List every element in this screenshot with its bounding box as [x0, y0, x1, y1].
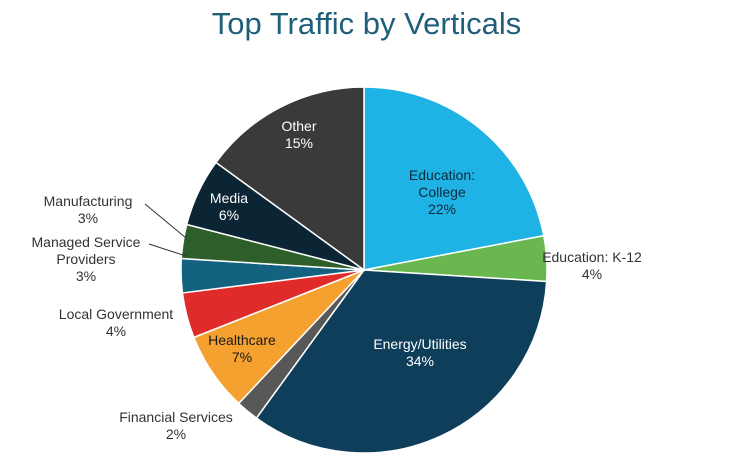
slice-label-energy-utilities: Energy/Utilities 34% — [373, 336, 466, 369]
slice-label-media: Media 6% — [210, 190, 248, 223]
chart-title: Top Traffic by Verticals — [211, 6, 522, 41]
slice-label-financial-services: Financial Services 2% — [119, 409, 233, 442]
slice-label-education-k-12: Education: K-12 4% — [542, 249, 642, 282]
pie-slice-other — [214, 86, 365, 272]
slice-label-local-government: Local Government 4% — [59, 306, 174, 339]
slice-label-other: Other 15% — [281, 118, 316, 151]
leader-line-managed-service-providers — [148, 243, 187, 257]
pie-slice-education-college — [363, 86, 545, 271]
slice-label-education-college: Education: College 22% — [409, 167, 475, 217]
slice-label-manufacturing: Manufacturing 3% — [44, 193, 133, 226]
pie-slice-energy-utilities — [255, 269, 548, 454]
slice-label-healthcare: Healthcare 7% — [208, 332, 276, 365]
leader-line-manufacturing — [144, 203, 187, 239]
slice-label-managed-service-providers: Managed Service Providers 3% — [32, 234, 141, 284]
